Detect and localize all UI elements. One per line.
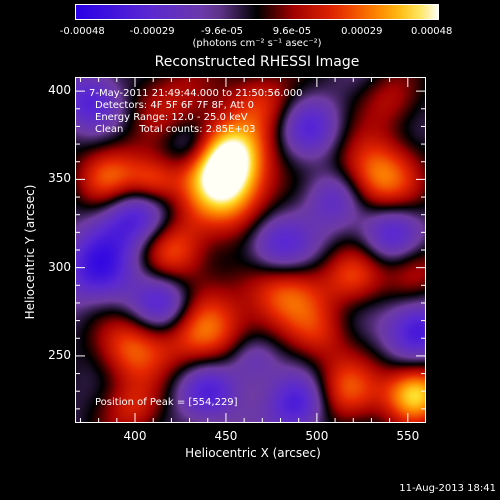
- overlay-energy-range: Energy Range: 12.0 - 25.0 keV: [95, 112, 248, 123]
- colorbar-tick-label: -0.00029: [129, 26, 175, 37]
- image-title: Reconstructed RHESSI Image: [154, 54, 360, 70]
- plot-area[interactable]: 7-May-2011 21:49:44.000 to 21:50:56.000 …: [75, 77, 426, 423]
- colorbar-tick-label: 9.6e-05: [272, 26, 312, 37]
- colorbar-tick-label: -0.00048: [59, 26, 105, 37]
- colorbar-units: (photons cm⁻² s⁻¹ asec⁻²): [192, 38, 322, 49]
- y-tick-label: 250: [48, 347, 71, 362]
- colorbar-tick-label: 0.00029: [341, 26, 383, 37]
- x-tick-label: 500: [305, 429, 329, 443]
- y-tick-label: 400: [48, 83, 71, 98]
- colorbar-tick-label: 0.00048: [411, 26, 453, 37]
- x-tick-label: 450: [214, 429, 238, 443]
- overlay-detectors: Detectors: 4F 5F 6F 7F 8F, Att 0: [95, 100, 255, 111]
- x-tick-label: 550: [396, 429, 420, 443]
- overlay-clean-counts: Clean Total counts: 2.85E+03: [95, 124, 256, 135]
- y-axis-label: Heliocentric Y (arcsec): [23, 184, 37, 320]
- y-tick-label: 300: [48, 259, 71, 274]
- x-axis-label: Heliocentric X (arcsec): [185, 446, 321, 460]
- plot-frame: [75, 77, 426, 423]
- y-tick-label: 350: [48, 171, 71, 186]
- timestamp: 11-Aug-2013 18:41: [399, 483, 496, 494]
- colorbar: [75, 4, 439, 20]
- overlay-peak-position: Position of Peak = [554,229]: [95, 397, 238, 408]
- x-tick-label: 400: [123, 429, 147, 443]
- colorbar-tick-label: -9.6e-05: [201, 26, 244, 37]
- heatmap-canvas: [75, 77, 426, 423]
- overlay-time-range: 7-May-2011 21:49:44.000 to 21:50:56.000: [89, 88, 303, 99]
